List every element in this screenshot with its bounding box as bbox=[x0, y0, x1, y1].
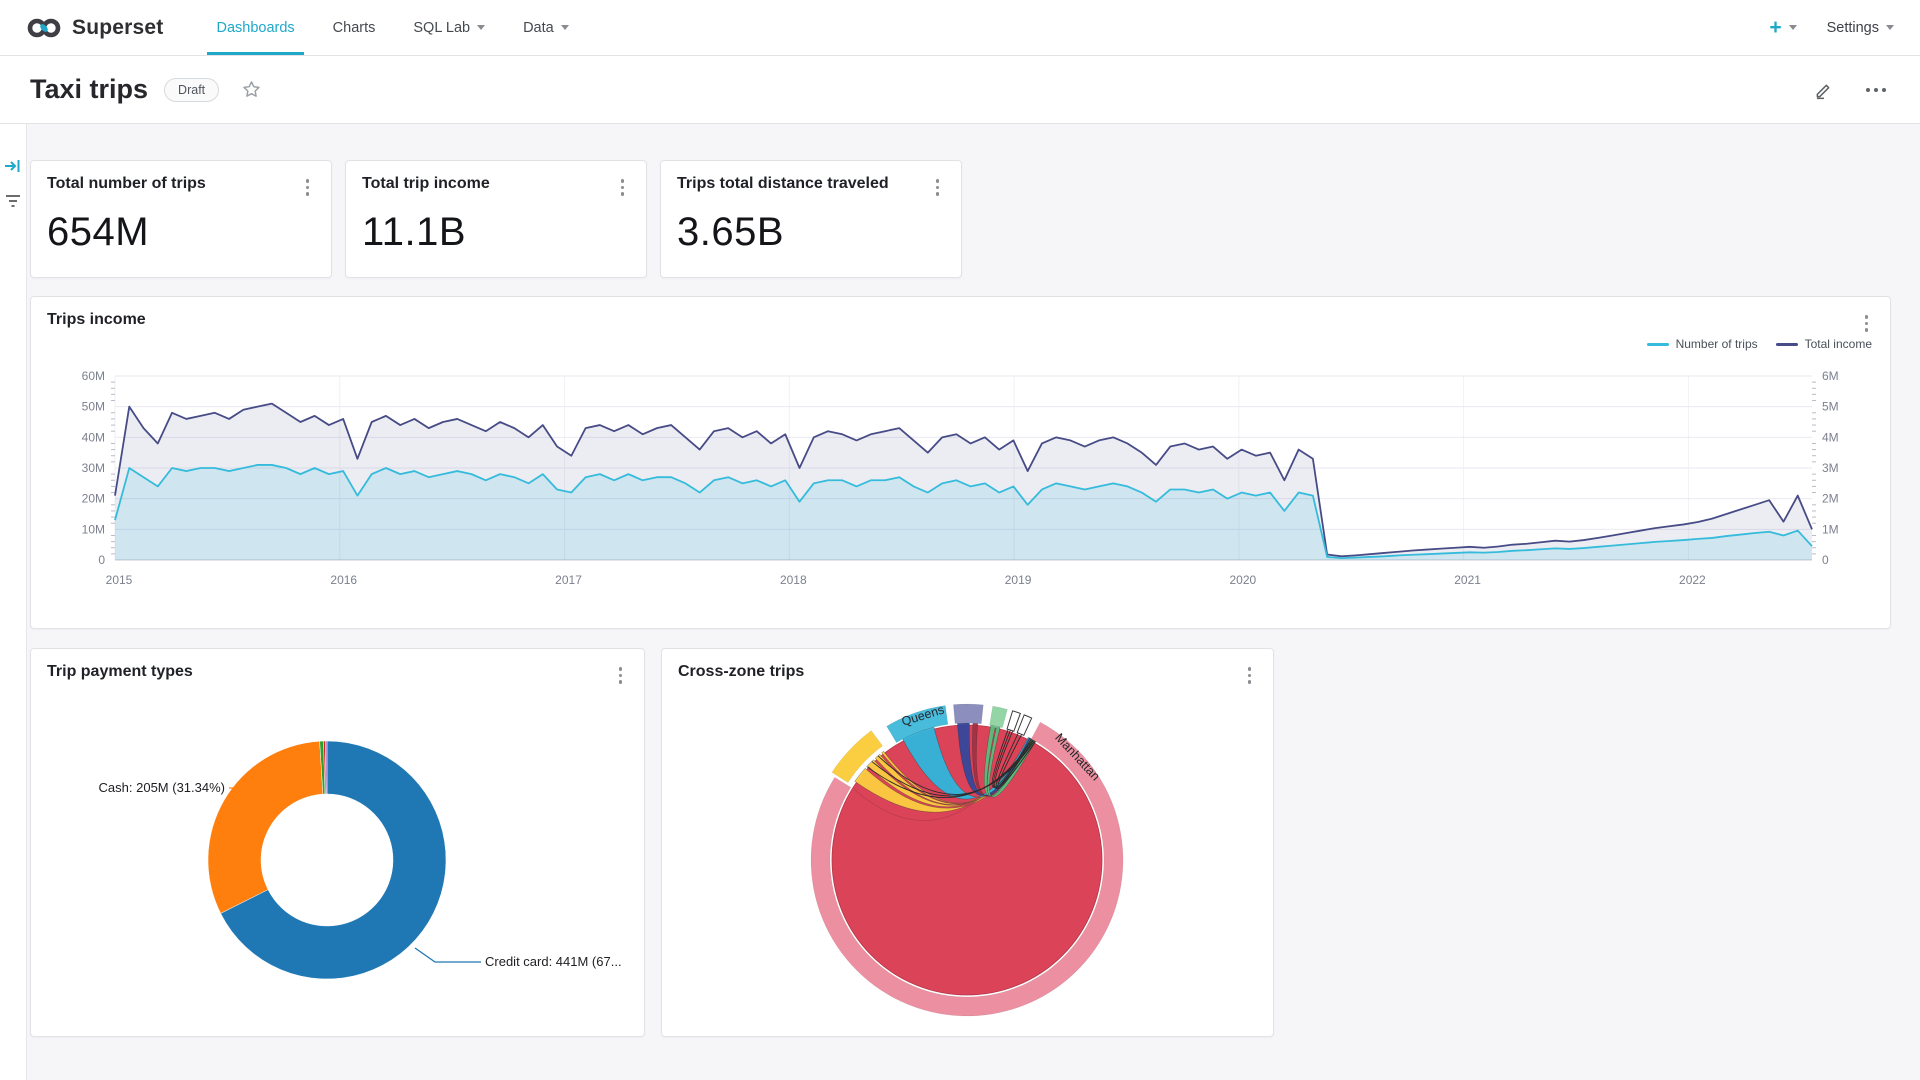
legend-swatch bbox=[1775, 342, 1798, 346]
filter-bar-collapsed bbox=[0, 124, 27, 1080]
star-icon bbox=[243, 81, 260, 97]
kpi-value: 3.65B bbox=[677, 209, 785, 254]
trips-income-card: Trips income Number of trips Total incom… bbox=[30, 296, 1891, 629]
nav-tabs: Dashboards Charts SQL Lab Data bbox=[197, 0, 587, 55]
chart-options-menu[interactable] bbox=[300, 175, 316, 200]
legend-label: Number of trips bbox=[1675, 337, 1758, 351]
svg-text:2019: 2019 bbox=[1005, 573, 1032, 587]
chevron-down-icon bbox=[1788, 25, 1797, 30]
legend-swatch bbox=[1646, 342, 1669, 346]
svg-text:2022: 2022 bbox=[1679, 573, 1706, 587]
filter-icon[interactable] bbox=[5, 194, 21, 208]
expand-arrow-icon bbox=[5, 160, 20, 172]
nav-tab-charts[interactable]: Charts bbox=[314, 0, 395, 55]
kpi-card-total-distance: Trips total distance traveled 3.65B bbox=[660, 160, 962, 278]
brand-name: Superset bbox=[72, 15, 164, 39]
dashboard-more-menu[interactable] bbox=[1862, 84, 1890, 96]
svg-text:Cash: 205M (31.34%): Cash: 205M (31.34%) bbox=[99, 780, 225, 795]
svg-text:4M: 4M bbox=[1822, 430, 1839, 444]
svg-text:50M: 50M bbox=[82, 399, 105, 413]
chart-options-menu[interactable] bbox=[615, 175, 631, 200]
kpi-title: Trips total distance traveled bbox=[677, 175, 889, 192]
chart-title: Cross-zone trips bbox=[678, 663, 805, 680]
favorite-star-button[interactable] bbox=[241, 79, 262, 100]
kpi-card-total-trips: Total number of trips 654M bbox=[30, 160, 332, 278]
dashboard-content: Total number of trips 654M Total trip in… bbox=[0, 124, 1920, 1080]
dashboard-grid: Total number of trips 654M Total trip in… bbox=[27, 124, 1920, 1080]
payment-types-donut-chart[interactable]: Cash: 205M (31.34%) Credit card: 441M (67… bbox=[47, 688, 628, 1023]
legend-item-total-income[interactable]: Total income bbox=[1775, 337, 1872, 351]
chart-title: Trips income bbox=[47, 311, 146, 328]
kpi-card-trip-income: Total trip income 11.1B bbox=[345, 160, 647, 278]
trips-income-line-chart[interactable]: 2015 2016 2017 2018 2019 2020 2021 2022 0 0 10M 1M 2… bbox=[47, 368, 1874, 608]
nav-tab-label: Data bbox=[523, 19, 554, 36]
nav-tab-label: SQL Lab bbox=[413, 19, 471, 36]
svg-text:40M: 40M bbox=[82, 430, 105, 444]
svg-text:2021: 2021 bbox=[1454, 573, 1481, 587]
superset-infinity-icon bbox=[27, 18, 61, 37]
chart-options-menu[interactable] bbox=[1859, 311, 1875, 336]
kpi-row: Total number of trips 654M Total trip in… bbox=[30, 160, 1891, 278]
funnel-icon bbox=[6, 195, 20, 207]
kpi-title: Total trip income bbox=[362, 175, 490, 192]
svg-text:Credit card: 441M (67...: Credit card: 441M (67... bbox=[485, 954, 622, 969]
chart-options-menu[interactable] bbox=[930, 175, 946, 200]
status-badge: Draft bbox=[164, 77, 220, 102]
kpi-value: 654M bbox=[47, 209, 150, 254]
svg-text:2015: 2015 bbox=[106, 573, 133, 587]
settings-label: Settings bbox=[1826, 19, 1879, 36]
chevron-down-icon bbox=[1886, 25, 1894, 30]
svg-text:2M: 2M bbox=[1822, 491, 1839, 505]
svg-text:6M: 6M bbox=[1822, 369, 1839, 383]
nav-tab-sql-lab[interactable]: SQL Lab bbox=[394, 0, 504, 55]
new-item-button[interactable]: + bbox=[1769, 16, 1797, 39]
edit-dashboard-button[interactable] bbox=[1814, 80, 1834, 100]
cross-zone-trips-card: Cross-zone trips Queens Manhattan bbox=[661, 648, 1274, 1037]
nav-tab-label: Dashboards bbox=[216, 19, 295, 36]
chart-title: Trip payment types bbox=[47, 663, 193, 680]
pencil-icon bbox=[1816, 84, 1830, 99]
svg-text:2020: 2020 bbox=[1229, 573, 1256, 587]
nav-right: + Settings bbox=[1769, 0, 1894, 55]
top-nav: Superset Dashboards Charts SQL Lab Data … bbox=[0, 0, 1920, 56]
chevron-down-icon bbox=[560, 25, 569, 30]
page-title: Taxi trips bbox=[30, 74, 149, 104]
chart-options-menu[interactable] bbox=[1242, 663, 1258, 688]
svg-text:10M: 10M bbox=[82, 522, 105, 536]
settings-menu[interactable]: Settings bbox=[1827, 20, 1894, 36]
svg-text:30M: 30M bbox=[82, 461, 105, 475]
chart-legend: Number of trips Total income bbox=[1646, 337, 1872, 351]
nav-tab-data[interactable]: Data bbox=[504, 0, 588, 55]
svg-text:1M: 1M bbox=[1822, 522, 1839, 536]
svg-text:2018: 2018 bbox=[780, 573, 807, 587]
chart-options-menu[interactable] bbox=[613, 663, 629, 688]
svg-text:20M: 20M bbox=[82, 491, 105, 505]
legend-item-number-of-trips[interactable]: Number of trips bbox=[1646, 337, 1758, 351]
svg-text:5M: 5M bbox=[1822, 399, 1839, 413]
svg-text:0: 0 bbox=[1822, 553, 1829, 567]
nav-tab-label: Charts bbox=[332, 19, 376, 36]
svg-text:3M: 3M bbox=[1822, 461, 1839, 475]
plus-icon: + bbox=[1769, 16, 1782, 39]
svg-text:2016: 2016 bbox=[330, 573, 357, 587]
header-actions bbox=[1814, 80, 1890, 100]
legend-label: Total income bbox=[1804, 337, 1872, 351]
superset-logo[interactable]: Superset bbox=[26, 0, 163, 55]
trip-payment-types-card: Trip payment types Cash: 205M (31.34%) Cr… bbox=[30, 648, 645, 1037]
svg-text:2017: 2017 bbox=[555, 573, 582, 587]
svg-text:60M: 60M bbox=[82, 369, 105, 383]
bottom-row: Trip payment types Cash: 205M (31.34%) Cr… bbox=[30, 648, 1891, 1037]
kpi-title: Total number of trips bbox=[47, 175, 206, 192]
dashboard-header: Taxi trips Draft bbox=[0, 56, 1920, 124]
expand-filter-bar-button[interactable] bbox=[4, 158, 22, 174]
kpi-value: 11.1B bbox=[362, 209, 467, 254]
chevron-down-icon bbox=[477, 25, 486, 30]
nav-tab-dashboards[interactable]: Dashboards bbox=[197, 0, 313, 55]
svg-text:0: 0 bbox=[98, 553, 105, 567]
